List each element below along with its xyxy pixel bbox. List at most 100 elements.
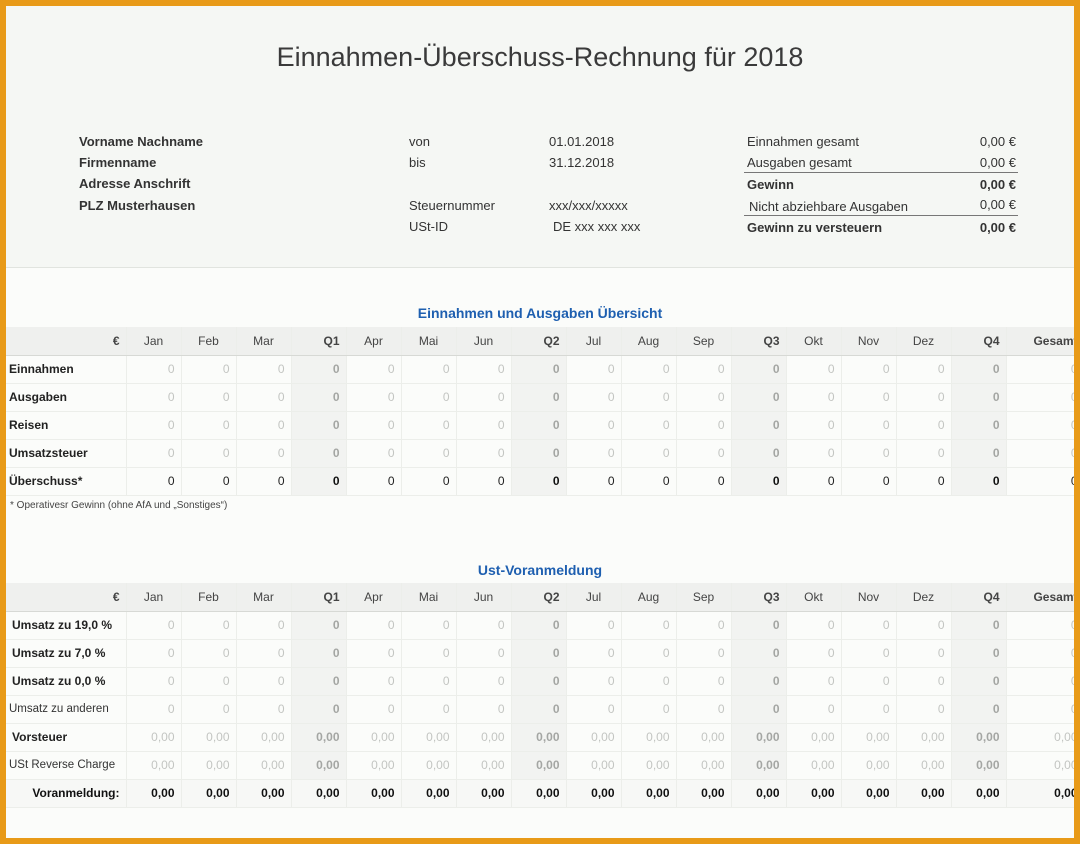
cell-jan[interactable]: 0: [126, 411, 182, 440]
cell-nov[interactable]: 0: [841, 639, 897, 668]
cell-okt[interactable]: 0: [786, 639, 842, 668]
cell-q2[interactable]: 0: [511, 467, 567, 496]
cell-dez[interactable]: 0,00: [896, 723, 952, 752]
cell-sep[interactable]: 0: [676, 411, 732, 440]
cell-dez[interactable]: 0: [896, 667, 952, 696]
cell-jan[interactable]: 0,00: [126, 778, 182, 808]
cell-mar[interactable]: 0: [236, 439, 292, 468]
cell-jun[interactable]: 0: [456, 695, 512, 724]
cell-q3[interactable]: 0,00: [731, 723, 787, 752]
cell-okt[interactable]: 0: [786, 467, 842, 496]
cell-jul[interactable]: 0,00: [566, 751, 622, 780]
address[interactable]: Adresse Anschrift: [79, 176, 191, 191]
cell-mai[interactable]: 0: [401, 611, 457, 640]
cell-gesamt[interactable]: 0: [1006, 611, 1074, 640]
cell-jan[interactable]: 0,00: [126, 751, 182, 780]
cell-jan[interactable]: 0: [126, 439, 182, 468]
cell-dez[interactable]: 0,00: [896, 751, 952, 780]
cell-aug[interactable]: 0: [621, 467, 677, 496]
cell-q4[interactable]: 0: [951, 439, 1007, 468]
cell-dez[interactable]: 0: [896, 639, 952, 668]
cell-okt[interactable]: 0,00: [786, 751, 842, 780]
cell-mai[interactable]: 0: [401, 411, 457, 440]
cell-okt[interactable]: 0: [786, 667, 842, 696]
cell-apr[interactable]: 0: [346, 639, 402, 668]
summary-value-einnahmen-gesamt[interactable]: 0,00 €: [979, 134, 1016, 149]
cell-feb[interactable]: 0: [181, 639, 237, 668]
cell-dez[interactable]: 0: [896, 611, 952, 640]
cell-q4[interactable]: 0,00: [951, 751, 1007, 780]
cell-aug[interactable]: 0: [621, 667, 677, 696]
cell-q3[interactable]: 0: [731, 611, 787, 640]
cell-q1[interactable]: 0: [291, 667, 347, 696]
cell-q3[interactable]: 0: [731, 411, 787, 440]
cell-q2[interactable]: 0: [511, 611, 567, 640]
cell-mai[interactable]: 0: [401, 467, 457, 496]
cell-apr[interactable]: 0,00: [346, 723, 402, 752]
from-value[interactable]: 01.01.2018: [549, 134, 615, 149]
cell-nov[interactable]: 0,00: [841, 723, 897, 752]
cell-sep[interactable]: 0: [676, 695, 732, 724]
cell-nov[interactable]: 0: [841, 467, 897, 496]
cell-okt[interactable]: 0: [786, 695, 842, 724]
cell-okt[interactable]: 0,00: [786, 723, 842, 752]
to-value[interactable]: 31.12.2018: [549, 155, 615, 170]
cell-dez[interactable]: 0,00: [896, 778, 952, 808]
cell-apr[interactable]: 0: [346, 383, 402, 412]
cell-mar[interactable]: 0: [236, 411, 292, 440]
cell-mai[interactable]: 0,00: [401, 723, 457, 752]
cell-nov[interactable]: 0,00: [841, 778, 897, 808]
cell-gesamt[interactable]: 0: [1006, 667, 1074, 696]
cell-jun[interactable]: 0: [456, 411, 512, 440]
cell-okt[interactable]: 0: [786, 355, 842, 384]
cell-jun[interactable]: 0: [456, 611, 512, 640]
cell-nov[interactable]: 0: [841, 411, 897, 440]
cell-sep[interactable]: 0: [676, 611, 732, 640]
cell-jul[interactable]: 0: [566, 639, 622, 668]
cell-q4[interactable]: 0: [951, 639, 1007, 668]
cell-q1[interactable]: 0: [291, 639, 347, 668]
cell-q1[interactable]: 0: [291, 383, 347, 412]
cell-q1[interactable]: 0: [291, 355, 347, 384]
cell-q1[interactable]: 0: [291, 411, 347, 440]
cell-okt[interactable]: 0: [786, 611, 842, 640]
cell-feb[interactable]: 0,00: [181, 723, 237, 752]
cell-q2[interactable]: 0,00: [511, 723, 567, 752]
cell-q2[interactable]: 0,00: [511, 751, 567, 780]
cell-gesamt[interactable]: 0: [1006, 639, 1074, 668]
cell-aug[interactable]: 0: [621, 439, 677, 468]
cell-q4[interactable]: 0: [951, 355, 1007, 384]
cell-mai[interactable]: 0: [401, 639, 457, 668]
cell-jun[interactable]: 0,00: [456, 778, 512, 808]
cell-aug[interactable]: 0: [621, 411, 677, 440]
cell-jul[interactable]: 0,00: [566, 723, 622, 752]
cell-q1[interactable]: 0: [291, 695, 347, 724]
cell-jul[interactable]: 0: [566, 439, 622, 468]
cell-okt[interactable]: 0: [786, 439, 842, 468]
cell-jul[interactable]: 0: [566, 695, 622, 724]
cell-apr[interactable]: 0: [346, 667, 402, 696]
cell-sep[interactable]: 0: [676, 439, 732, 468]
cell-sep[interactable]: 0: [676, 667, 732, 696]
cell-aug[interactable]: 0: [621, 355, 677, 384]
cell-q4[interactable]: 0: [951, 611, 1007, 640]
cell-jun[interactable]: 0: [456, 667, 512, 696]
cell-q2[interactable]: 0: [511, 695, 567, 724]
cell-gesamt[interactable]: 0: [1006, 467, 1074, 496]
cell-mar[interactable]: 0: [236, 639, 292, 668]
cell-jul[interactable]: 0: [566, 411, 622, 440]
cell-gesamt[interactable]: 0: [1006, 411, 1074, 440]
cell-q3[interactable]: 0: [731, 355, 787, 384]
cell-jun[interactable]: 0: [456, 383, 512, 412]
cell-jun[interactable]: 0,00: [456, 723, 512, 752]
cell-q1[interactable]: 0,00: [291, 778, 347, 808]
cell-q3[interactable]: 0: [731, 695, 787, 724]
cell-apr[interactable]: 0: [346, 611, 402, 640]
cell-nov[interactable]: 0: [841, 695, 897, 724]
cell-sep[interactable]: 0: [676, 355, 732, 384]
cell-mar[interactable]: 0: [236, 611, 292, 640]
company-name[interactable]: Firmenname: [79, 155, 157, 170]
cell-mai[interactable]: 0: [401, 383, 457, 412]
cell-q4[interactable]: 0: [951, 667, 1007, 696]
cell-q4[interactable]: 0: [951, 383, 1007, 412]
